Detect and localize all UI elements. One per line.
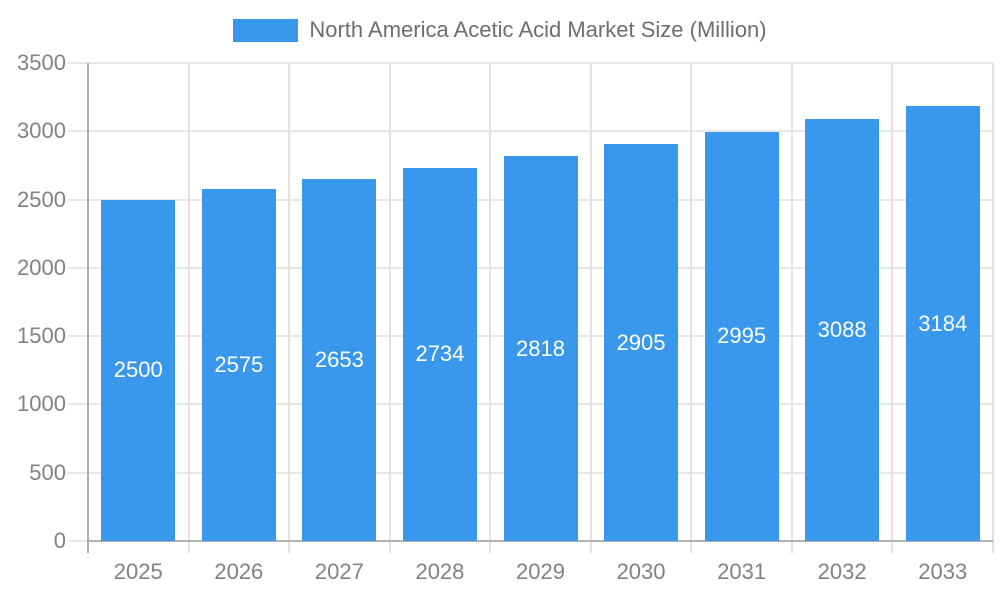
bar-2033 <box>905 106 980 541</box>
bar-value-label: 3184 <box>918 310 968 336</box>
x-gridline <box>489 63 492 553</box>
x-tick-label: 2028 <box>415 559 465 584</box>
chart-legend[interactable]: North America Acetic Acid Market Size (M… <box>0 17 1000 43</box>
x-gridline <box>690 63 693 553</box>
y-tick-label: 3500 <box>17 50 66 75</box>
y-tick-label: 1500 <box>17 323 66 349</box>
x-gridline <box>790 63 793 553</box>
x-gridline <box>288 63 291 553</box>
x-gridline <box>891 63 894 553</box>
x-gridline <box>992 63 994 553</box>
x-gridline <box>388 63 391 553</box>
bar-2025 <box>101 199 176 541</box>
x-tick-label: 2026 <box>214 559 264 584</box>
bar-value-label: 2500 <box>113 357 163 383</box>
bar-value-label: 2905 <box>616 329 666 355</box>
y-tick-label: 2000 <box>17 254 66 280</box>
bar-value-label: 2653 <box>314 346 364 372</box>
x-tick-label: 2032 <box>817 559 867 584</box>
y-gridline <box>68 130 993 133</box>
y-axis-line <box>87 63 89 553</box>
y-tick-label: 3000 <box>17 118 66 144</box>
bar-value-label: 2995 <box>717 323 767 349</box>
x-gridline <box>187 63 190 553</box>
legend-label: North America Acetic Acid Market Size (M… <box>309 17 767 42</box>
x-tick-label: 2033 <box>918 559 968 584</box>
bar-value-label: 3088 <box>817 317 867 343</box>
y-tick-label: 500 <box>29 459 66 485</box>
x-tick-label: 2027 <box>314 559 364 584</box>
bar-2031 <box>704 131 779 541</box>
x-axis-line <box>87 540 993 542</box>
bar-2026 <box>201 189 276 541</box>
y-tick-label: 2500 <box>17 186 66 212</box>
x-tick-label: 2025 <box>113 559 163 584</box>
bar-2029 <box>503 156 578 541</box>
bar-2032 <box>805 119 880 541</box>
y-tick-label: 0 <box>53 528 66 553</box>
x-tick-label: 2030 <box>616 559 666 584</box>
bar-2028 <box>402 167 477 541</box>
legend-swatch <box>233 18 299 42</box>
y-gridline <box>68 62 993 64</box>
x-gridline <box>589 63 592 553</box>
bar-2030 <box>604 144 679 541</box>
bar-value-label: 2818 <box>516 335 565 361</box>
bar-value-label: 2575 <box>214 352 264 378</box>
y-tick-label: 1000 <box>17 391 66 417</box>
x-tick-label: 2031 <box>717 559 767 584</box>
bar-value-label: 2734 <box>415 341 465 367</box>
bar-2027 <box>302 178 377 541</box>
x-tick-label: 2029 <box>516 559 565 584</box>
